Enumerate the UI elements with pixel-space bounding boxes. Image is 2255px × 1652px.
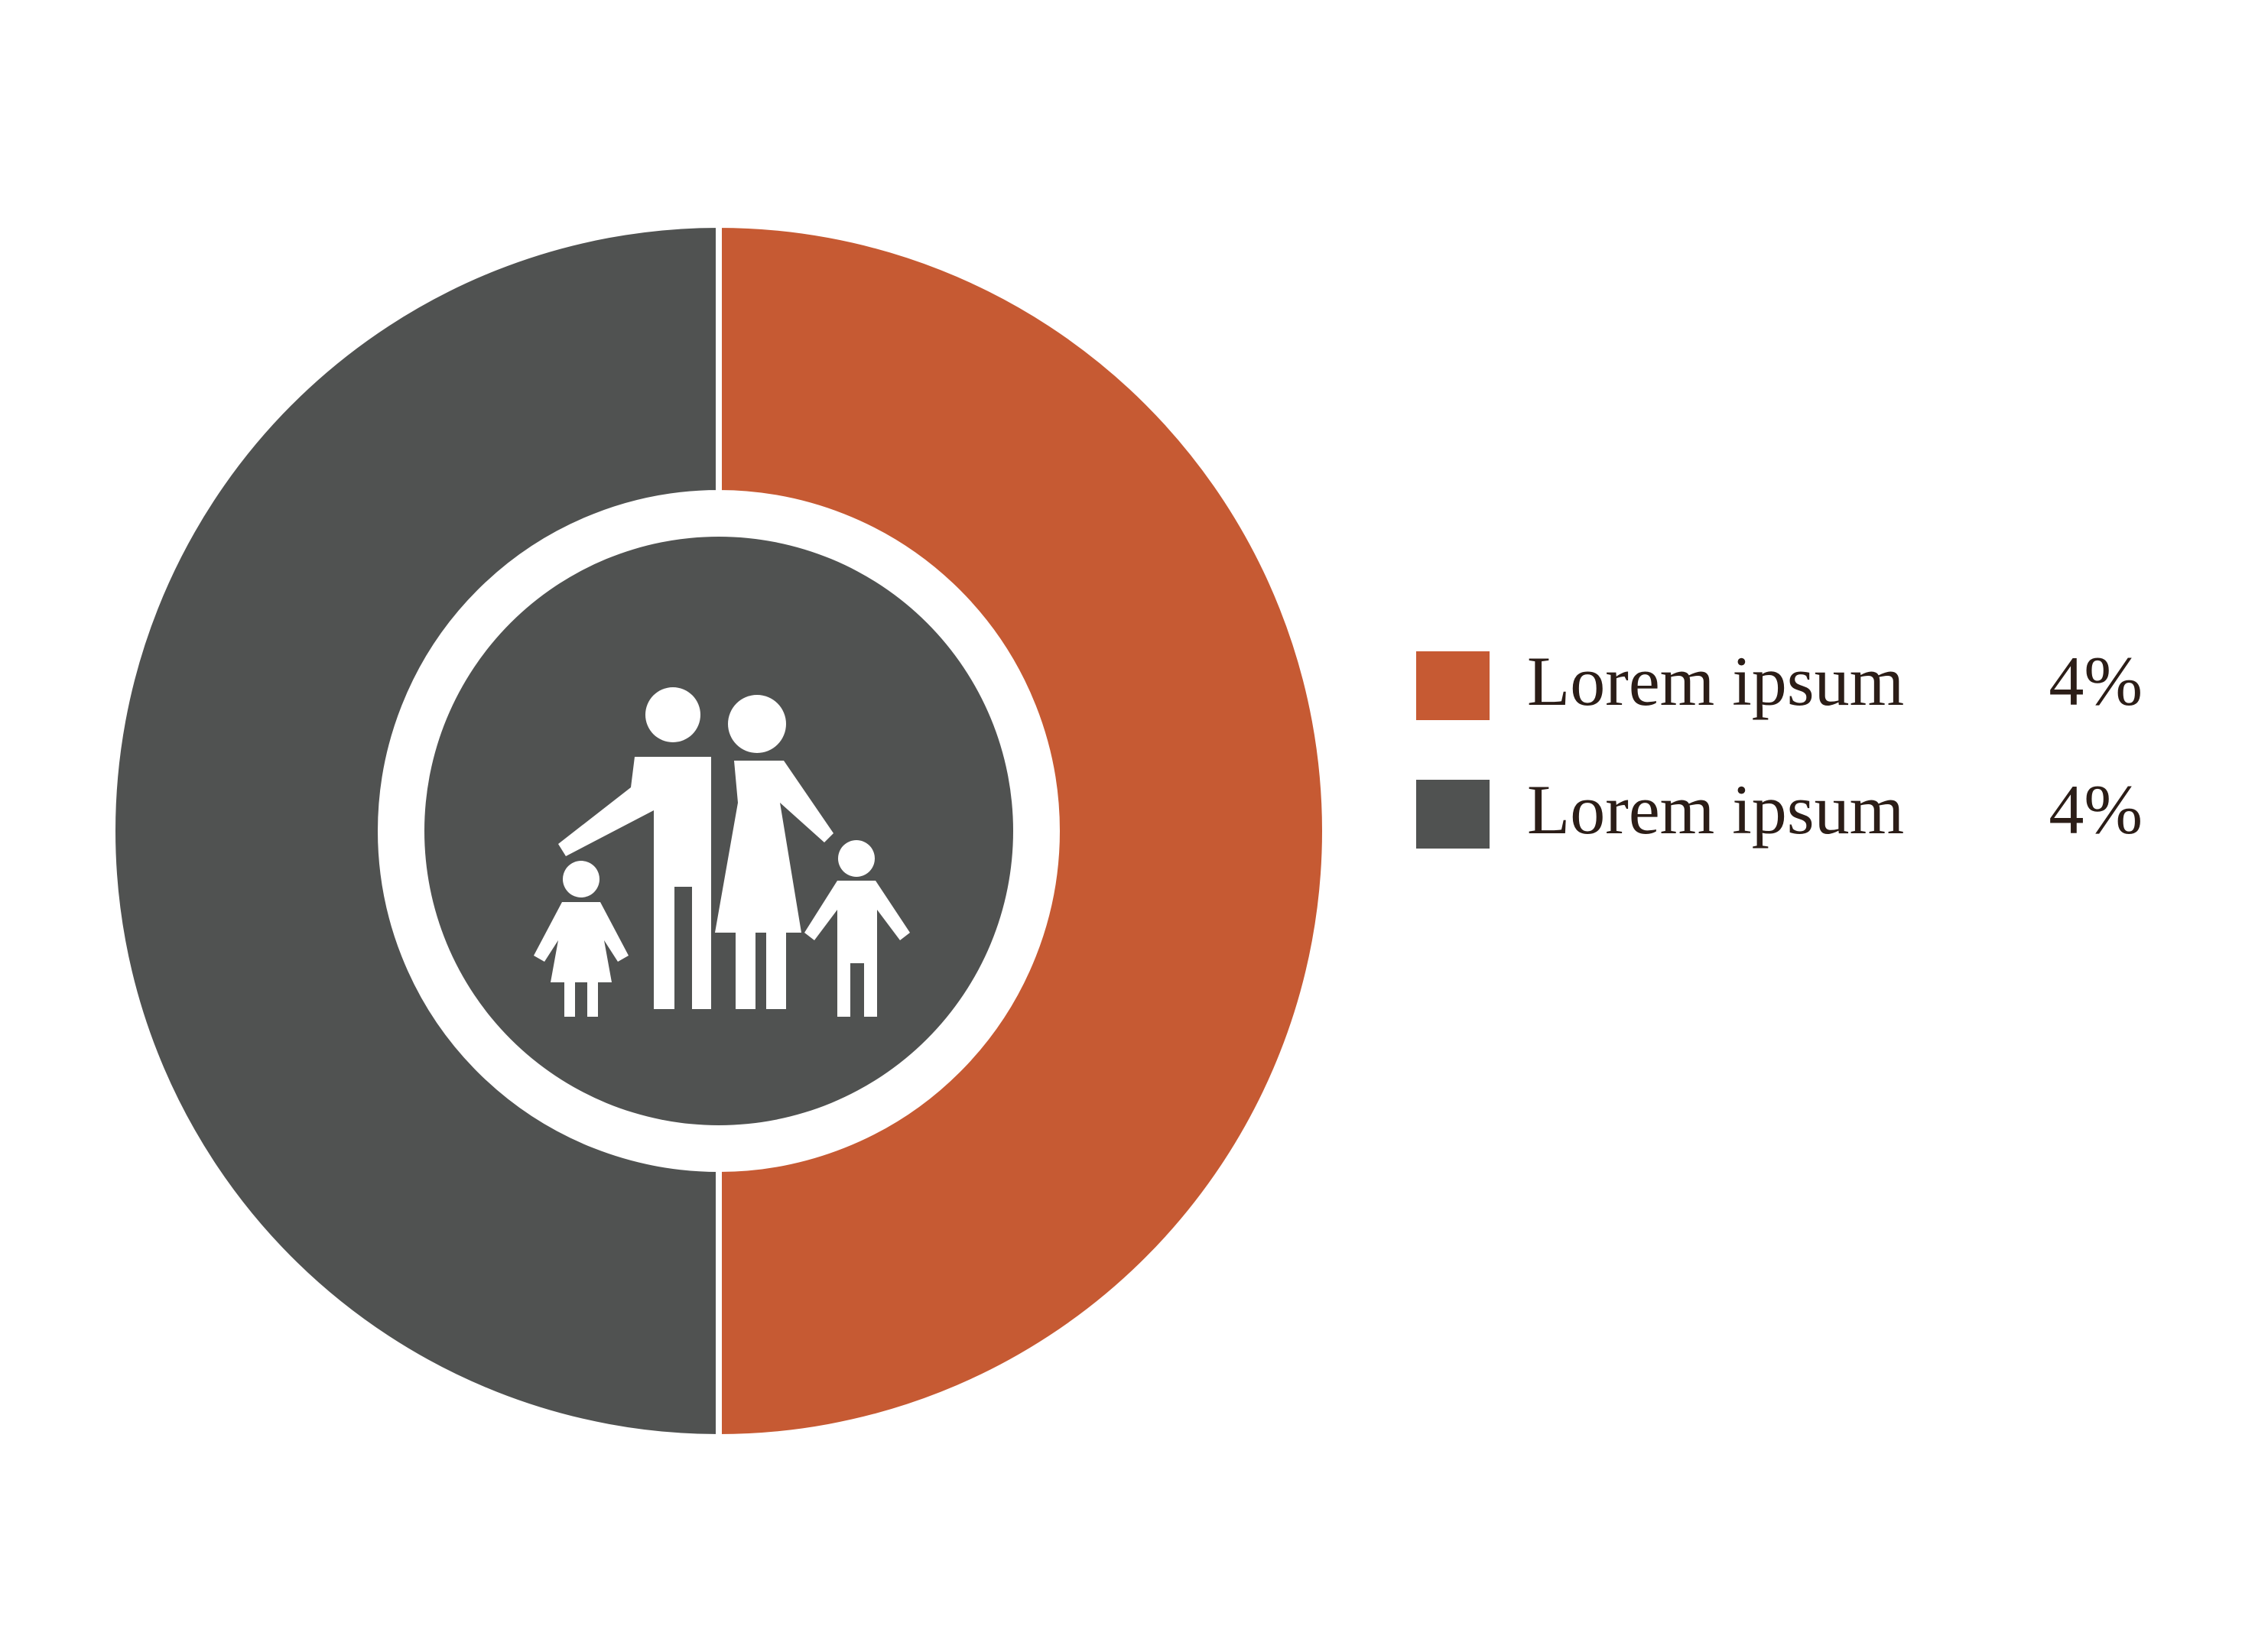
value-label: 4% — [2049, 642, 2143, 720]
legend-swatch — [1416, 651, 1490, 720]
legend-label: Lorem ipsum — [1527, 771, 1904, 849]
value-label: 4% — [2049, 771, 2143, 849]
legend-label: Lorem ipsum — [1527, 642, 1904, 720]
donut-segment — [716, 221, 1328, 1441]
donut — [109, 221, 1328, 1441]
donut-segment — [109, 221, 722, 1441]
family-icon — [534, 687, 910, 1017]
legend: Lorem ipsum 4% Lorem ipsum 4% — [1416, 642, 2143, 849]
legend-swatch — [1416, 780, 1490, 849]
center-disc — [424, 537, 1013, 1125]
